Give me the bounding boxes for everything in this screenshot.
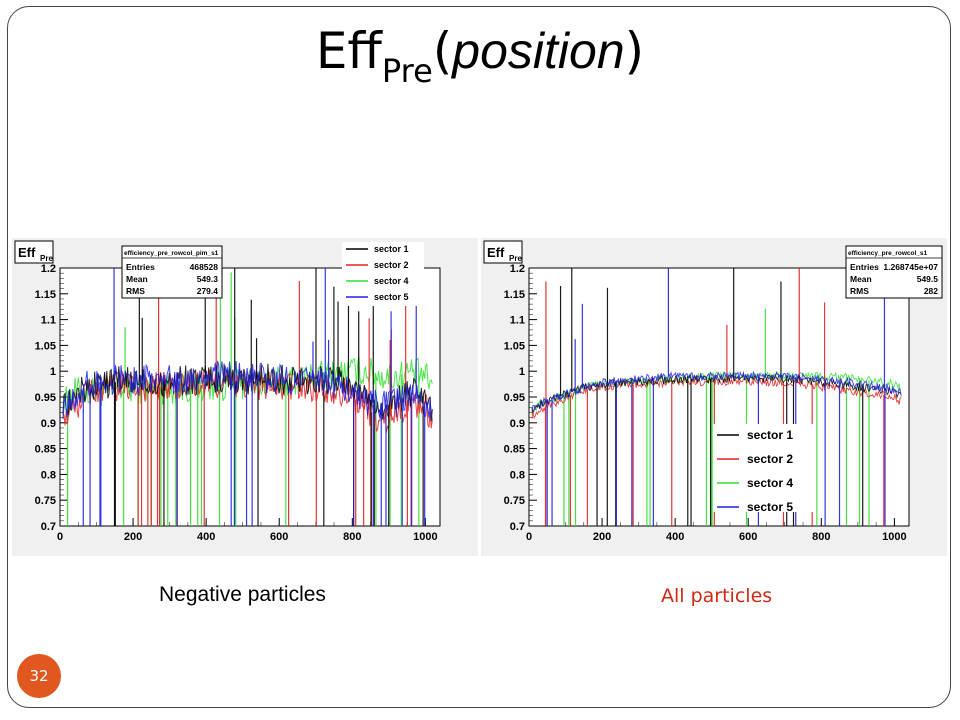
y-tick-label: 0.85 — [35, 444, 56, 456]
ylabel-main: Eff — [18, 245, 36, 260]
legend: sector 1 sector 2 sector 4 sector 5 — [342, 242, 424, 306]
y-tick-label: 0.8 — [41, 469, 56, 481]
stats-label: RMS — [126, 286, 145, 296]
ylabel-main: Eff — [487, 245, 505, 260]
y-tick-label: 1.15 — [504, 289, 525, 301]
legend-label: sector 5 — [374, 292, 409, 302]
y-tick-label: 0.85 — [504, 444, 525, 456]
stats-box: efficiency_pre_rowcol_pim_s1 Entries 46852… — [121, 245, 223, 299]
stats-label: Mean — [850, 274, 872, 284]
stats-value: 279.4 — [197, 286, 219, 296]
stats-box: efficiency_pre_rowcol_s1 Entries 1.268745e… — [845, 245, 943, 299]
page-number-badge: 32 — [17, 654, 61, 698]
y-tick-label: 0.8 — [510, 469, 525, 481]
y-tick-label: 1.05 — [35, 340, 56, 352]
ylabel-box: Eff Pre — [483, 240, 523, 264]
legend-label: sector 2 — [747, 452, 793, 466]
stats-name: efficiency_pre_rowcol_s1 — [848, 250, 928, 257]
stats-frame — [121, 245, 223, 299]
legend-label: sector 1 — [374, 244, 409, 254]
legend-frame — [713, 424, 813, 512]
slide-title: EffPre(position) — [315, 22, 645, 90]
x-tick-label: 1000 — [413, 531, 437, 543]
stats-value: 549.3 — [197, 274, 219, 284]
x-tick-label: 0 — [526, 531, 532, 543]
y-tick-label: 0.9 — [510, 418, 525, 430]
legend-label: sector 5 — [747, 500, 793, 514]
ylabel-frame — [14, 240, 54, 264]
chart-svg-left: Eff Pre 0.7 0.75 0.8 0.85 0.9 0.95 1 1.05 1.1 1.15 1… — [14, 240, 441, 543]
chart-negative-particles: Eff Pre 0.7 0.75 0.8 0.85 0.9 0.95 1 1.05 1.1 1.15 1… — [12, 238, 478, 556]
x-tick-label: 0 — [57, 531, 63, 543]
x-tick-label: 800 — [343, 531, 361, 543]
x-tick-label: 200 — [593, 531, 611, 543]
y-tick-label: 0.95 — [35, 392, 56, 404]
ylabel-sub: Pre — [509, 254, 522, 263]
stats-label: Entries — [126, 262, 155, 272]
y-tick-label: 1 — [50, 366, 56, 378]
stats-name: efficiency_pre_rowcol_pim_s1 — [124, 250, 219, 257]
data-layer — [62, 268, 433, 526]
x-tick-label: 200 — [124, 531, 142, 543]
y-tick-label: 1.1 — [41, 315, 56, 327]
y-tick-label: 0.7 — [41, 521, 56, 533]
x-tick-label: 400 — [666, 531, 684, 543]
stats-label: RMS — [850, 286, 869, 296]
legend-label: sector 4 — [374, 276, 409, 286]
stats-label: Entries — [850, 262, 879, 272]
caption-all-particles: All particles — [661, 585, 773, 607]
y-tick-label: 0.75 — [504, 495, 525, 507]
y-tick-label: 1.15 — [35, 289, 56, 301]
x-tick-label: 600 — [270, 531, 288, 543]
stats-label: Mean — [126, 274, 148, 284]
legend-label: sector 4 — [747, 476, 793, 490]
y-tick-label: 0.9 — [41, 418, 56, 430]
chart-svg-right: Eff Pre 0.7 0.75 0.8 0.85 0.9 0.95 1 1.05 1.1 1.15 1… — [483, 240, 943, 543]
series-line-sector-5 — [531, 370, 902, 412]
ylabel-sub: Pre — [40, 254, 53, 263]
ylabel-frame — [483, 240, 523, 264]
stats-frame — [845, 245, 943, 299]
caption-negative-particles: Negative particles — [159, 583, 326, 606]
y-tick-label: 1.05 — [504, 340, 525, 352]
stats-value: 468528 — [190, 262, 219, 272]
stats-value: 549.5 — [917, 274, 939, 284]
stats-value: 282 — [924, 286, 938, 296]
y-tick-label: 0.7 — [510, 521, 525, 533]
legend-frame — [342, 242, 424, 306]
chart-all-particles: Eff Pre 0.7 0.75 0.8 0.85 0.9 0.95 1 1.05 1.1 1.15 1… — [481, 238, 947, 556]
y-tick-label: 0.95 — [504, 392, 525, 404]
legend: sector 1 sector 2 sector 4 sector 5 — [713, 424, 813, 514]
series-line-sector-5 — [62, 360, 433, 421]
y-tick-label: 0.75 — [35, 495, 56, 507]
legend-label: sector 2 — [374, 260, 409, 270]
y-tick-label: 1.2 — [510, 263, 525, 275]
x-tick-label: 600 — [739, 531, 757, 543]
y-tick-label: 1.1 — [510, 315, 525, 327]
x-tick-label: 1000 — [882, 531, 906, 543]
stats-value: 1.268745e+07 — [883, 262, 938, 272]
legend-label: sector 1 — [747, 428, 793, 442]
x-tick-label: 800 — [812, 531, 830, 543]
y-tick-label: 1.2 — [41, 263, 56, 275]
ylabel-box: Eff Pre — [14, 240, 54, 264]
x-tick-label: 400 — [197, 531, 215, 543]
y-tick-label: 1 — [519, 366, 525, 378]
